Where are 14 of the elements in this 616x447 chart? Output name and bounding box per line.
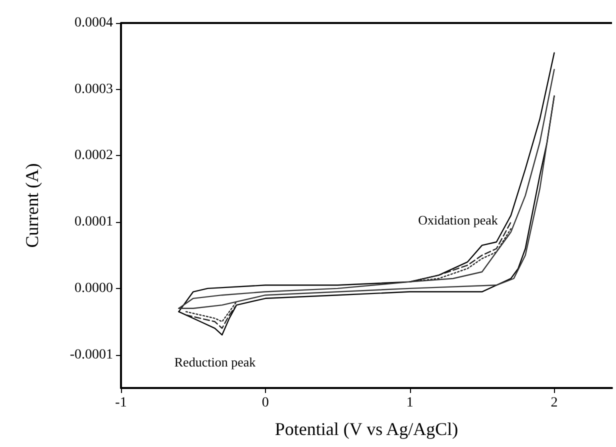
y-tick-label: 0.0003 xyxy=(74,82,113,97)
y-axis-title: Current (A) xyxy=(22,163,42,248)
y-tick-label: 0.0002 xyxy=(74,148,113,164)
x-axis-title: Potential (V vs Ag/AgCl) xyxy=(274,419,458,439)
y-tick-label: -0.0001 xyxy=(70,347,113,362)
y-tick-label: 0.0004 xyxy=(74,16,113,30)
x-tick-label: 2 xyxy=(550,396,558,410)
x-tick-label: -1 xyxy=(115,396,127,410)
x-tick-label: 1 xyxy=(406,396,414,410)
annotation: Oxidation peak xyxy=(418,212,498,228)
x-tick-label: 0 xyxy=(262,396,269,410)
annotation: Reduction peak xyxy=(174,354,256,370)
y-tick-label: 0.0000 xyxy=(74,280,113,296)
y-tick-label: 0.0001 xyxy=(74,214,113,230)
